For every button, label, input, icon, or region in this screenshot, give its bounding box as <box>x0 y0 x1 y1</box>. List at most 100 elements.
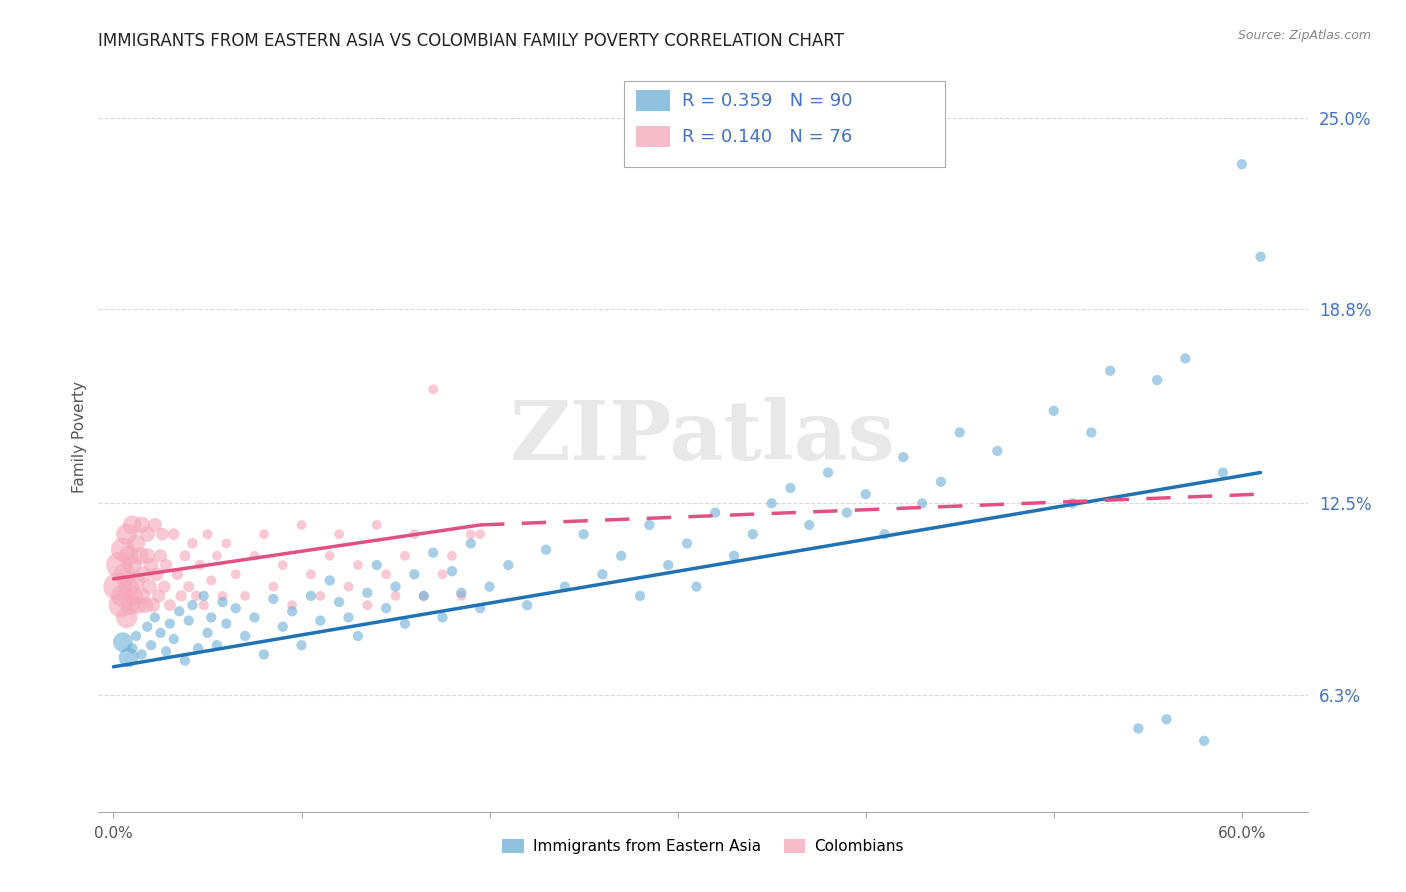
Point <box>105 580 128 594</box>
Point <box>704 506 727 520</box>
Point <box>211 589 233 603</box>
Point <box>685 580 707 594</box>
Point <box>337 610 360 624</box>
Point <box>891 450 914 464</box>
Point <box>111 635 134 649</box>
Point <box>1099 364 1122 378</box>
Point <box>676 536 699 550</box>
Point <box>470 601 492 615</box>
Point <box>200 610 222 624</box>
Point <box>200 574 222 588</box>
Point <box>299 567 322 582</box>
Point <box>290 638 312 652</box>
Point <box>610 549 633 563</box>
Point <box>159 616 181 631</box>
Text: IMMIGRANTS FROM EASTERN ASIA VS COLOMBIAN FAMILY POVERTY CORRELATION CHART: IMMIGRANTS FROM EASTERN ASIA VS COLOMBIA… <box>98 32 845 50</box>
Point <box>460 527 482 541</box>
Point <box>174 654 197 668</box>
Point <box>309 589 332 603</box>
Legend: Immigrants from Eastern Asia, Colombians: Immigrants from Eastern Asia, Colombians <box>496 832 910 860</box>
Point <box>132 567 155 582</box>
Point <box>233 629 256 643</box>
Point <box>366 558 388 572</box>
Point <box>657 558 679 572</box>
Point <box>337 580 360 594</box>
Point <box>404 567 426 582</box>
Point <box>817 466 839 480</box>
FancyBboxPatch shape <box>637 126 671 147</box>
Point <box>148 589 170 603</box>
Text: ZIPatlas: ZIPatlas <box>510 397 896 477</box>
Point <box>799 518 821 533</box>
Point <box>628 589 651 603</box>
Point <box>1156 712 1178 726</box>
Point <box>114 567 136 582</box>
Point <box>233 589 256 603</box>
Point <box>404 527 426 541</box>
Point <box>149 626 172 640</box>
Point <box>290 518 312 533</box>
Point <box>1230 157 1253 171</box>
Point <box>638 518 661 533</box>
Point <box>253 527 276 541</box>
Point <box>153 580 176 594</box>
Point <box>121 641 143 656</box>
Point <box>741 527 763 541</box>
Point <box>262 580 284 594</box>
Point <box>723 549 745 563</box>
Point <box>142 598 165 612</box>
Point <box>120 598 142 612</box>
Point <box>412 589 434 603</box>
Point <box>111 542 134 557</box>
Point <box>225 601 247 615</box>
Point <box>347 558 370 572</box>
Point <box>572 527 595 541</box>
Point <box>432 567 454 582</box>
Point <box>516 598 538 612</box>
Point <box>470 527 492 541</box>
Point <box>115 527 138 541</box>
Point <box>139 638 162 652</box>
Point <box>197 626 219 640</box>
Point <box>155 644 177 658</box>
Point <box>149 549 172 563</box>
Point <box>779 481 801 495</box>
Point <box>356 586 378 600</box>
Point <box>131 518 153 533</box>
Point <box>162 527 184 541</box>
Point <box>554 580 576 594</box>
Point <box>205 638 228 652</box>
Point <box>299 589 322 603</box>
Point <box>394 616 416 631</box>
Point <box>166 567 188 582</box>
Point <box>174 549 197 563</box>
Point <box>450 589 472 603</box>
Point <box>243 610 266 624</box>
Point <box>262 591 284 606</box>
Point <box>281 598 304 612</box>
Point <box>177 580 200 594</box>
Point <box>121 518 143 533</box>
Point <box>155 558 177 572</box>
Point <box>215 536 238 550</box>
Point <box>136 620 159 634</box>
Point <box>440 564 463 578</box>
Point <box>1192 733 1215 747</box>
Point <box>319 549 342 563</box>
Point <box>131 589 153 603</box>
Point <box>125 536 148 550</box>
Point <box>187 641 209 656</box>
Point <box>835 506 858 520</box>
Point <box>127 598 149 612</box>
Point <box>177 614 200 628</box>
Point <box>1174 351 1197 366</box>
Point <box>159 598 181 612</box>
Point <box>162 632 184 646</box>
Point <box>128 549 150 563</box>
Point <box>422 382 444 396</box>
Point <box>1042 404 1064 418</box>
Point <box>319 574 342 588</box>
Point <box>136 549 159 563</box>
Point <box>450 586 472 600</box>
Point <box>110 598 132 612</box>
